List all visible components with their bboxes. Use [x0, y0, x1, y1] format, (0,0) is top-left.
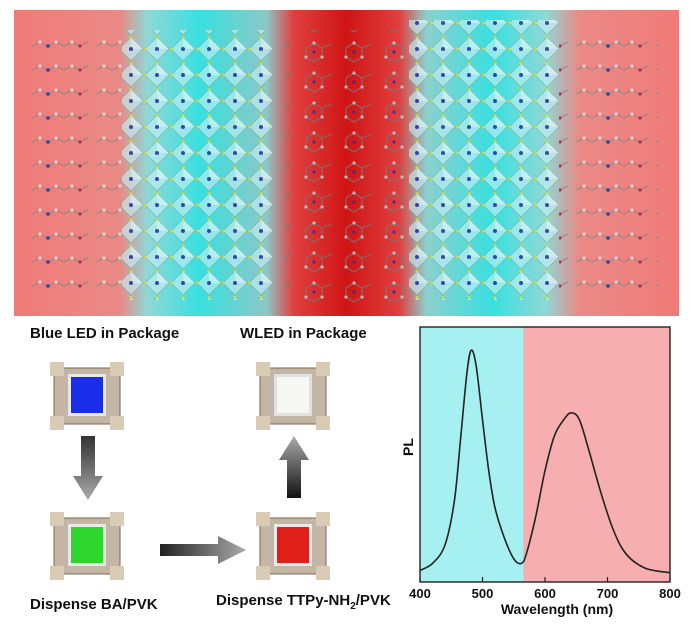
x-axis-label: Wavelength (nm) — [501, 601, 613, 617]
x-tick-label-400: 400 — [409, 586, 431, 601]
y-axis-label: PL — [400, 438, 416, 456]
x-tick-label-800: 800 — [659, 586, 681, 601]
ttpy-prefix: Dispense TTPy-NH — [216, 592, 351, 609]
dispense-ba-label: Dispense BA/PVK — [30, 596, 158, 613]
blue-led-package — [50, 362, 124, 430]
perovskite-structure-illustration — [14, 10, 679, 316]
white-led-chip — [277, 377, 309, 413]
green-led-package — [50, 512, 124, 580]
x-tick-label-700: 700 — [597, 586, 619, 601]
chart-region-0 — [420, 327, 524, 582]
green-led-chip — [71, 527, 103, 563]
arrow-right-icon — [160, 536, 246, 564]
ttpy-subscript: 2 — [350, 601, 356, 612]
arrow-up-icon — [279, 436, 309, 498]
chart-region-1 — [523, 327, 670, 582]
pl-series-line-0 — [419, 349, 671, 574]
x-tick-label-600: 600 — [534, 586, 556, 601]
blue-led-label: Blue LED in Package — [30, 325, 180, 342]
red-led-chip — [277, 527, 309, 563]
dispense-ttpy-label: Dispense TTPy-NH2/PVK — [216, 592, 391, 612]
arrow-down-icon — [73, 436, 103, 500]
pl-spectrum-chart: 400 500 600 700 800 Wavelength (nm) PL — [400, 326, 681, 617]
wled-label: WLED in Package — [240, 325, 367, 342]
white-led-package — [256, 362, 330, 430]
blue-led-chip — [71, 377, 103, 413]
ttpy-suffix: /PVK — [355, 592, 391, 609]
x-tick-label-500: 500 — [472, 586, 494, 601]
red-led-package — [256, 512, 330, 580]
